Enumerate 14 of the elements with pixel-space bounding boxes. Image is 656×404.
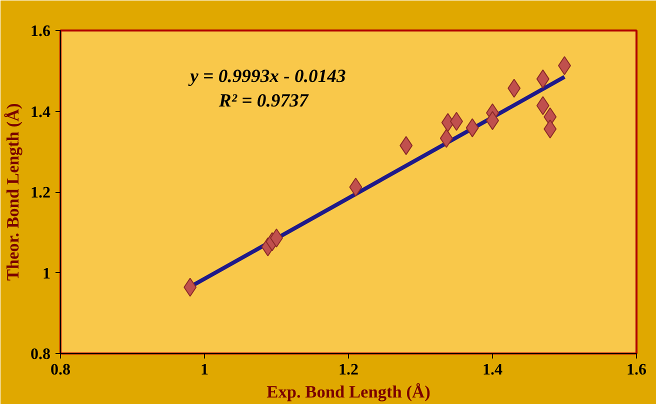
y-tick-label: 0.8 <box>30 346 50 363</box>
y-axis-title: Theor. Bond Length (Å) <box>4 103 22 281</box>
x-axis-title: Exp. Bond Length (Å) <box>266 382 431 402</box>
annotation: R² = 0.9737 <box>218 90 309 112</box>
y-tick-label: 1.2 <box>30 184 50 202</box>
y-tick-label: 1.6 <box>30 23 50 40</box>
x-tick-label: 1.4 <box>482 362 502 378</box>
x-tick-label: 1 <box>200 362 208 378</box>
x-tick-label: 1.6 <box>626 362 646 378</box>
x-tick-label: 1.2 <box>338 362 358 378</box>
annotation: y = 0.9993x - 0.0143 <box>188 66 346 88</box>
y-tick-label: 1.4 <box>30 104 50 121</box>
y-tick-label: 1 <box>42 265 50 282</box>
x-tick-label: 0.8 <box>50 362 70 378</box>
